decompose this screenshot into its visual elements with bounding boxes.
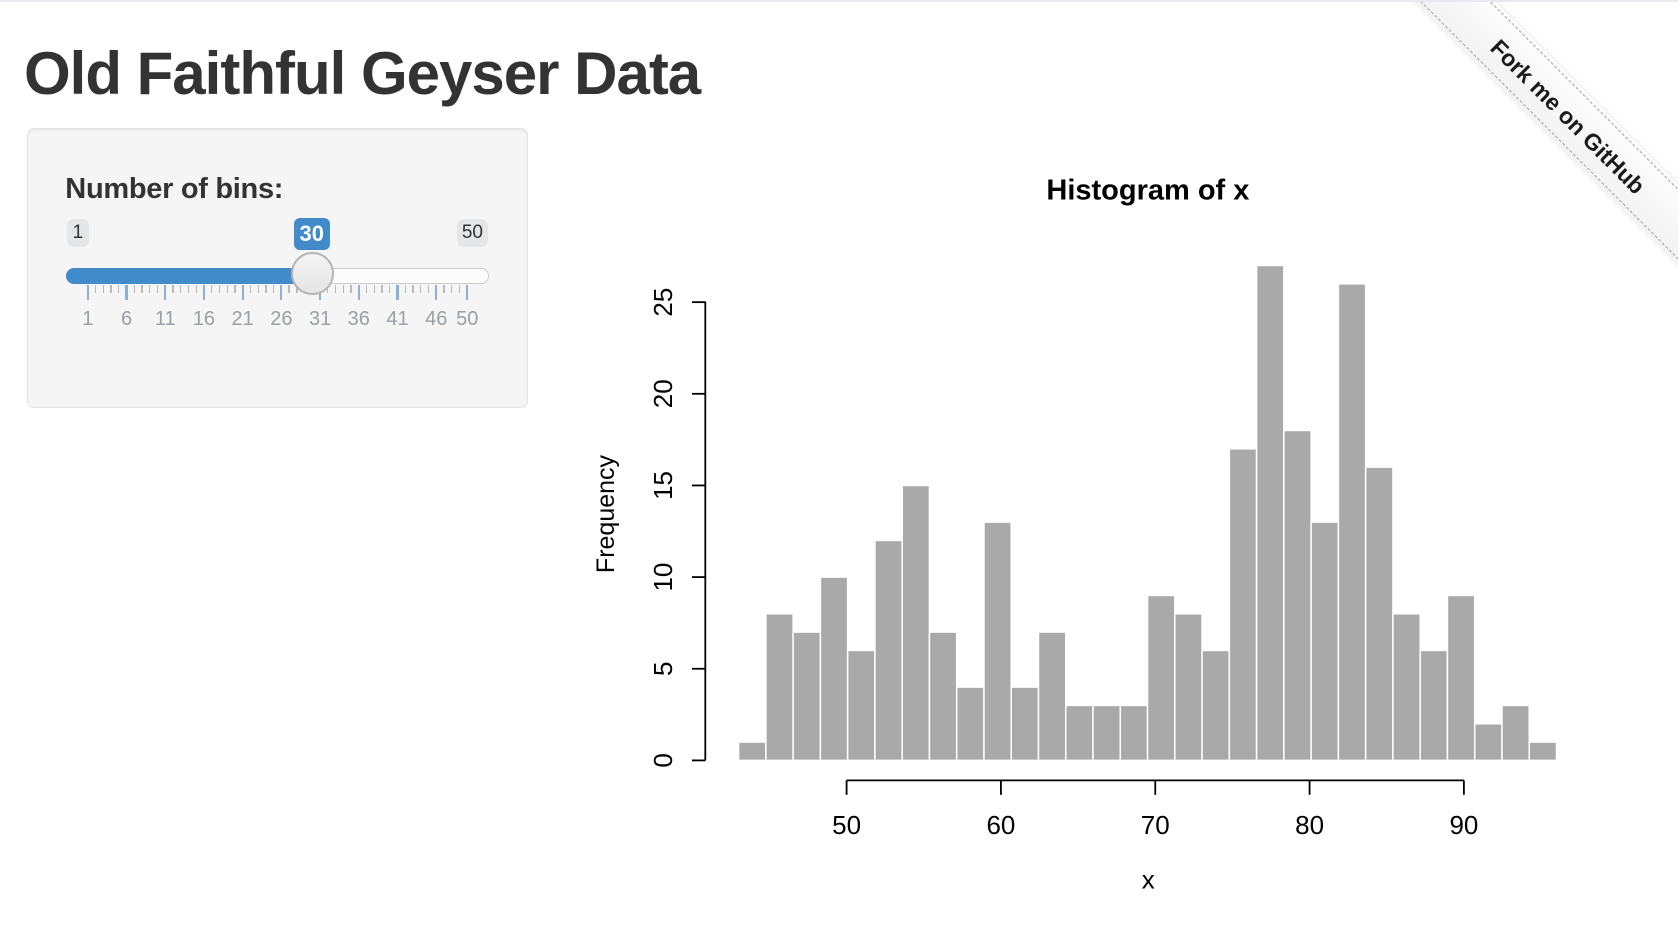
svg-text:0: 0 — [648, 753, 678, 767]
svg-text:Histogram of x: Histogram of x — [1046, 174, 1249, 206]
svg-text:90: 90 — [1449, 810, 1478, 840]
svg-text:5: 5 — [648, 662, 678, 676]
svg-text:25: 25 — [648, 288, 678, 317]
svg-text:70: 70 — [1141, 810, 1170, 840]
svg-text:20: 20 — [648, 379, 678, 408]
svg-text:80: 80 — [1295, 810, 1324, 840]
svg-text:x: x — [1142, 865, 1155, 895]
svg-text:60: 60 — [986, 810, 1015, 840]
svg-text:50: 50 — [832, 810, 861, 840]
svg-text:10: 10 — [648, 563, 678, 592]
svg-text:15: 15 — [648, 471, 678, 500]
svg-text:Frequency: Frequency — [592, 454, 620, 573]
